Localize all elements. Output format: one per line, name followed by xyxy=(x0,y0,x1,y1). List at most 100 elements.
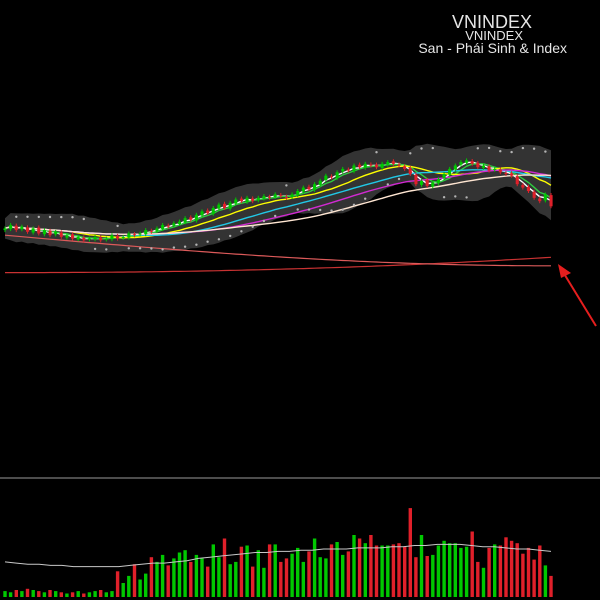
volume-bar xyxy=(59,592,63,597)
candle xyxy=(487,164,491,173)
candle xyxy=(245,195,249,204)
candle-body xyxy=(510,173,514,176)
candle-body xyxy=(121,236,125,238)
sar-dot xyxy=(521,146,525,150)
candle-body xyxy=(189,217,193,220)
candle-body xyxy=(3,228,7,231)
volume-bar xyxy=(222,538,227,597)
candle-body xyxy=(369,164,373,166)
candle-body xyxy=(99,237,103,241)
volume-bar xyxy=(217,557,221,597)
candle-body xyxy=(521,184,525,188)
candle-body xyxy=(425,179,429,186)
sar-dot xyxy=(442,196,446,199)
candle-body xyxy=(234,199,238,204)
candle xyxy=(290,192,294,199)
volume-bar xyxy=(279,561,283,597)
volume-bar xyxy=(459,547,463,597)
candle-body xyxy=(42,230,46,235)
candle-body xyxy=(228,202,232,209)
candle xyxy=(99,235,103,243)
candle xyxy=(521,182,525,190)
candle-body xyxy=(403,166,407,169)
candle xyxy=(116,233,120,241)
candle-body xyxy=(239,198,243,202)
candle-body xyxy=(273,194,277,197)
volume-bar xyxy=(25,588,30,597)
candle xyxy=(442,172,446,181)
price-panel xyxy=(3,143,553,274)
candle-body xyxy=(144,230,148,235)
candle-body xyxy=(223,203,227,209)
candle-body xyxy=(408,168,412,174)
volume-bar xyxy=(419,535,424,597)
volume-bar xyxy=(76,591,80,597)
candle xyxy=(234,197,238,206)
candle xyxy=(76,234,80,242)
candle xyxy=(397,162,401,168)
candle-body xyxy=(206,210,210,214)
arrow-shaft xyxy=(562,271,597,327)
candle-body xyxy=(26,227,30,232)
candle xyxy=(71,232,75,241)
candle xyxy=(459,160,463,167)
candle-body xyxy=(397,164,401,166)
sar-dot xyxy=(364,197,367,200)
volume-bar xyxy=(442,540,446,597)
sar-dot xyxy=(206,240,209,243)
candle-body xyxy=(487,166,491,171)
candle xyxy=(414,172,418,187)
candle xyxy=(329,174,333,180)
sar-dot xyxy=(229,234,232,238)
volume-bar xyxy=(403,546,407,597)
candle xyxy=(425,177,429,188)
candle-body xyxy=(470,161,474,164)
candle-body xyxy=(453,165,457,170)
sar-dot xyxy=(195,243,198,246)
volume-bar xyxy=(436,545,441,597)
volume-bar xyxy=(200,558,204,597)
candle xyxy=(375,162,379,170)
sar-dot xyxy=(409,152,412,155)
candle xyxy=(408,166,412,176)
volume-bar xyxy=(121,583,125,597)
candle xyxy=(436,177,440,186)
candle-body xyxy=(245,197,249,202)
candle-body xyxy=(543,194,547,201)
volume-bar xyxy=(464,546,469,597)
sar-dot xyxy=(161,248,164,251)
volume-bar xyxy=(538,545,542,597)
candle xyxy=(256,195,260,203)
candle-body xyxy=(448,168,452,175)
candle xyxy=(14,223,18,233)
volume-bar xyxy=(352,535,356,597)
ma-red-line xyxy=(5,256,552,274)
candle-body xyxy=(194,214,198,221)
volume-bar xyxy=(296,547,300,597)
candle xyxy=(31,226,35,235)
volume-bar xyxy=(166,565,170,597)
candle xyxy=(324,173,328,182)
sar-dot xyxy=(217,238,221,241)
arrow-head xyxy=(558,264,571,278)
volume-bar xyxy=(82,593,86,597)
volume-bar xyxy=(357,538,362,597)
candle xyxy=(386,160,390,167)
candle-body xyxy=(9,225,13,230)
candle-body xyxy=(504,173,508,174)
candle xyxy=(189,215,193,222)
sar-dot xyxy=(319,208,322,212)
volume-bar xyxy=(532,559,536,597)
candle xyxy=(346,167,350,173)
candle xyxy=(65,233,69,240)
sar-dot xyxy=(26,215,29,218)
volume-bar xyxy=(8,592,13,597)
parabolic-sar-dots xyxy=(15,146,547,251)
exchange-label: San - Phái Sinh & Index xyxy=(418,40,567,56)
candle-body xyxy=(155,228,159,231)
candle-body xyxy=(116,235,120,239)
ma-pink-line xyxy=(4,234,551,267)
candle xyxy=(3,226,7,233)
candle xyxy=(313,182,317,192)
